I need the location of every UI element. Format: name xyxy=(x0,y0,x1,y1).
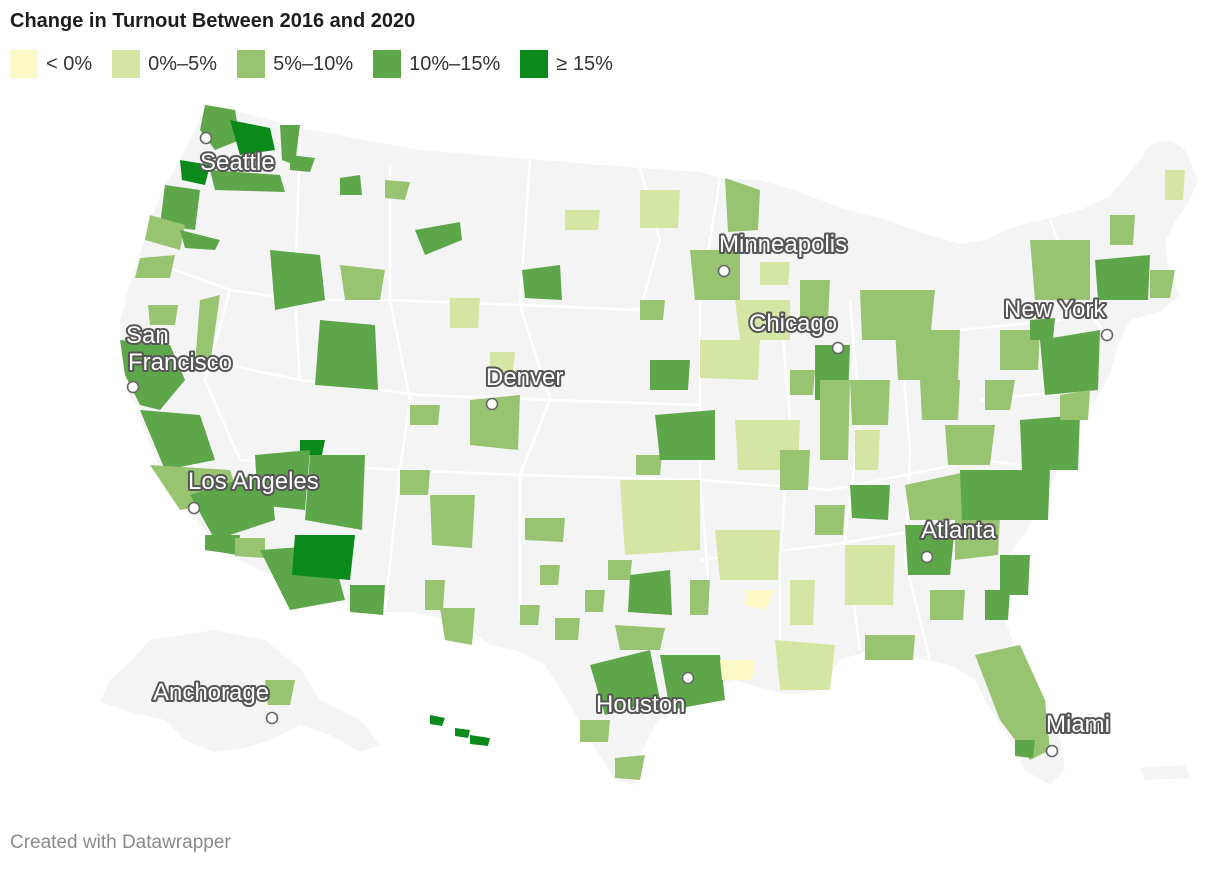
legend-swatch-lt0 xyxy=(10,50,38,78)
label-minneapolis: Minneapolis xyxy=(719,231,847,258)
label-san-francisco-line2: Francisco xyxy=(128,349,232,376)
us-turnout-map[interactable]: Seattle Minneapolis San Francisco New Yo… xyxy=(0,90,1220,810)
label-chicago: Chicago xyxy=(749,310,837,337)
legend-item-10-15: 10%–15% xyxy=(373,50,500,78)
legend-label-10-15: 10%–15% xyxy=(409,52,501,75)
chart-title: Change in Turnout Between 2016 and 2020 xyxy=(10,10,416,32)
label-san-francisco-line1: San xyxy=(126,322,169,349)
marker-miami xyxy=(1045,744,1059,758)
puerto-rico-land xyxy=(1140,765,1190,780)
marker-houston xyxy=(681,671,695,685)
legend: < 0% 0%–5% 5%–10% 10%–15% ≥ 15% xyxy=(10,50,613,78)
label-new-york: New York xyxy=(1004,296,1106,323)
label-atlanta: Atlanta xyxy=(921,517,996,544)
legend-swatch-ge15 xyxy=(520,50,549,78)
marker-new-york xyxy=(1100,328,1114,342)
legend-label-lt0: < 0% xyxy=(46,52,93,75)
legend-swatch-10-15 xyxy=(373,50,402,78)
city-markers xyxy=(126,131,1114,758)
legend-swatch-0-5 xyxy=(112,50,141,78)
legend-item-ge15: ≥ 15% xyxy=(520,50,613,78)
marker-san-francisco xyxy=(126,380,140,394)
marker-anchorage xyxy=(265,711,279,725)
marker-minneapolis xyxy=(717,264,731,278)
legend-item-0-5: 0%–5% xyxy=(112,50,217,78)
county-regions xyxy=(120,105,1185,780)
marker-los-angeles xyxy=(187,501,201,515)
legend-swatch-5-10 xyxy=(237,50,266,78)
legend-label-ge15: ≥ 15% xyxy=(556,52,613,75)
label-los-angeles: Los Angeles xyxy=(188,468,319,495)
label-denver: Denver xyxy=(486,364,563,391)
legend-label-5-10: 5%–10% xyxy=(273,52,354,75)
alaska-land xyxy=(100,630,380,752)
legend-item-lt0: < 0% xyxy=(10,50,92,78)
attribution: Created with Datawrapper xyxy=(10,832,231,853)
marker-denver xyxy=(485,397,499,411)
city-labels: Seattle Minneapolis San Francisco New Yo… xyxy=(124,147,1112,740)
label-miami: Miami xyxy=(1046,711,1110,738)
legend-item-5-10: 5%–10% xyxy=(237,50,353,78)
marker-chicago xyxy=(831,341,845,355)
label-anchorage: Anchorage xyxy=(153,679,269,706)
marker-atlanta xyxy=(920,550,934,564)
legend-label-0-5: 0%–5% xyxy=(148,52,218,75)
map[interactable]: Seattle Minneapolis San Francisco New Yo… xyxy=(0,90,1220,810)
label-seattle: Seattle xyxy=(200,149,275,176)
label-houston: Houston xyxy=(596,691,685,718)
marker-seattle xyxy=(199,131,213,145)
